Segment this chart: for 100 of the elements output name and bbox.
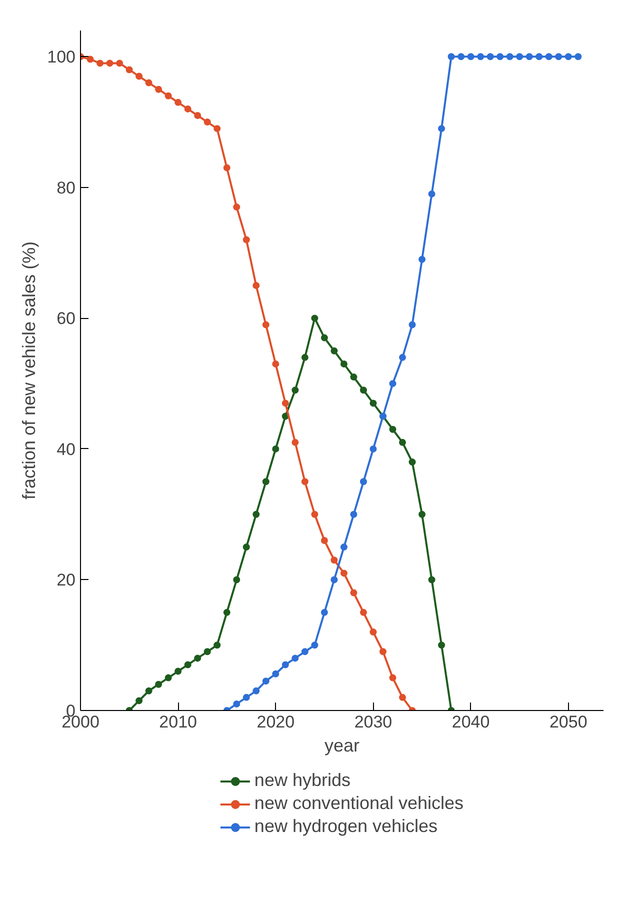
point [223,164,230,172]
point [320,608,328,616]
point [262,678,270,685]
point [398,694,406,701]
y-tick-label: 100 [47,48,76,67]
point [233,576,240,584]
point [204,118,211,126]
point [398,354,406,361]
point [389,674,396,682]
point [272,360,280,368]
point [438,642,446,649]
point [292,386,299,394]
point [458,53,465,60]
point [301,648,308,656]
point [155,86,162,93]
point [516,53,524,60]
point [340,570,348,577]
point [340,544,348,551]
point [292,654,299,662]
point [311,510,318,518]
x-tick-label: 2030 [354,712,392,732]
point [184,661,192,668]
x-tick-label: 2020 [256,712,295,732]
point [320,334,328,342]
point [233,204,240,211]
point [214,125,221,132]
x-axis-title: year [324,736,360,756]
point [96,60,104,67]
point [242,544,250,551]
point [555,53,562,60]
point [330,556,338,564]
point [262,321,270,328]
point [194,654,202,662]
point [370,400,377,407]
point [448,53,455,60]
legend-label: new hybrids [254,770,350,791]
point [194,112,202,119]
point [418,510,426,518]
point [164,92,172,100]
point [526,53,533,60]
point [428,190,436,198]
point [136,697,143,704]
point [330,576,338,584]
legend-label: new conventional vehicles [254,793,464,814]
point [233,700,240,708]
legend-label: new hydrogen vehicles [254,816,438,837]
point [301,478,308,486]
point [408,321,416,328]
y-tick-label: 60 [56,309,76,328]
point [174,668,182,675]
point [136,72,143,80]
point [486,53,494,60]
point [86,56,94,63]
point [467,53,474,60]
point [242,694,250,701]
point [242,236,250,244]
point [506,53,514,60]
point [360,386,367,394]
point [438,125,446,132]
point [184,105,192,112]
point [252,510,260,518]
point [564,53,572,60]
x-tick-label: 2050 [549,712,588,732]
point [428,576,436,584]
y-tick-label: 80 [56,178,76,198]
point [496,53,504,60]
point [389,380,396,388]
point [545,53,552,60]
point [223,608,230,616]
point [272,445,280,452]
point [350,589,358,596]
point [116,60,124,67]
point [311,642,318,649]
point [214,642,221,649]
point [320,537,328,544]
point [272,670,280,678]
y-tick-label: 20 [56,570,76,590]
point [155,680,162,688]
point [204,648,211,656]
point [164,674,172,682]
point [262,478,270,486]
point [477,53,484,60]
point [536,53,543,60]
point [350,374,358,381]
point [370,445,377,452]
point [145,687,152,694]
point [174,98,182,106]
point [360,608,367,616]
point [360,478,367,486]
point [292,438,299,446]
point [311,314,318,322]
y-tick-label: 40 [56,440,76,459]
point [370,628,377,636]
point [340,360,348,368]
point [252,687,260,694]
point [106,60,114,67]
point [301,354,308,361]
point [145,79,152,86]
point [379,648,386,656]
point [574,53,582,60]
